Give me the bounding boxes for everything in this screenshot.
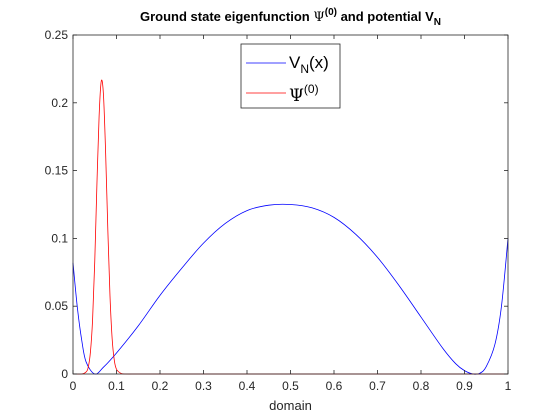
y-tick-label: 0.05 xyxy=(45,299,69,313)
legend-box xyxy=(240,43,341,109)
x-tick-label: 0.7 xyxy=(369,379,386,393)
legend: VN(x) Ψ(0) xyxy=(240,43,341,109)
legend-psi-superscript: (0) xyxy=(304,82,319,96)
legend-vn-subscript: N xyxy=(300,62,309,76)
x-tick-label: 0.8 xyxy=(413,379,430,393)
legend-label-vn: VN(x) xyxy=(289,53,329,76)
title-prefix: Ground state eigenfunction xyxy=(140,9,313,24)
ticks-layer: 0 0.1 0.2 0.3 0.4 0.5 0.6 0.7 0.8 0.9 1 0 0.05 0.1 0.1… xyxy=(45,28,512,393)
x-tick-label: 0.1 xyxy=(108,379,125,393)
x-tick-label: 0 xyxy=(70,379,77,393)
x-tick-label: 0.4 xyxy=(239,379,256,393)
x-tick-label: 0.6 xyxy=(326,379,343,393)
y-tick-label: 0.1 xyxy=(51,231,68,245)
legend-psi-main: Ψ xyxy=(289,86,304,106)
y-tick-label: 0.25 xyxy=(45,28,69,42)
y-tick-label: 0.15 xyxy=(45,164,69,178)
legend-vn-tail: (x) xyxy=(309,53,329,72)
x-tick-label: 0.9 xyxy=(456,379,473,393)
title-v-subscript: N xyxy=(434,17,441,28)
legend-vn-main: V xyxy=(289,53,301,72)
title-middle: and potential V xyxy=(337,9,434,24)
chart-title: Ground state eigenfunction Ψ(0) and pote… xyxy=(140,7,441,28)
title-psi: Ψ xyxy=(313,10,324,25)
x-tick-label: 0.2 xyxy=(152,379,169,393)
y-tick-label: 0 xyxy=(61,367,68,381)
title-psi-superscript: (0) xyxy=(325,7,337,18)
y-tick-label: 0.2 xyxy=(51,96,68,110)
x-tick-label: 1 xyxy=(505,379,512,393)
x-tick-label: 0.5 xyxy=(282,379,299,393)
legend-label-psi: Ψ(0) xyxy=(289,82,319,106)
x-tick-label: 0.3 xyxy=(195,379,212,393)
x-axis-label: domain xyxy=(269,398,312,413)
